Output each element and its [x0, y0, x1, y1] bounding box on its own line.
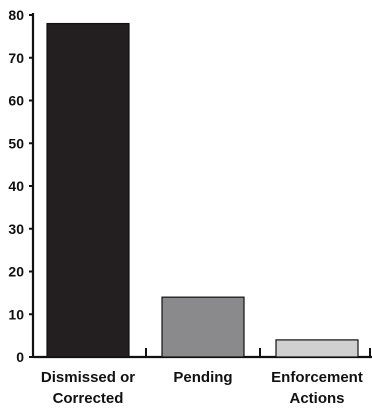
bars — [46, 22, 359, 358]
y-tick-label: 70 — [8, 50, 24, 66]
bar — [275, 339, 359, 358]
y-tick-label: 40 — [8, 178, 24, 194]
y-tick-label: 0 — [16, 349, 24, 365]
x-category-label: Corrected — [53, 390, 124, 407]
bar — [46, 22, 130, 358]
x-category-label: Dismissed or — [41, 369, 135, 386]
y-tick-label: 60 — [8, 93, 24, 109]
x-category-label: Pending — [173, 369, 232, 386]
y-tick-label: 30 — [8, 221, 24, 237]
y-tick-label: 20 — [8, 264, 24, 280]
y-tick-label: 80 — [8, 7, 24, 23]
x-category-label: Actions — [289, 390, 344, 407]
x-category-label: Enforcement — [271, 369, 363, 386]
category-labels: Dismissed or Corrected Pending Enforcement A… — [41, 369, 363, 407]
y-tick-label: 50 — [8, 135, 24, 151]
y-tick-label: 10 — [8, 306, 24, 322]
y-axis: 0 10 20 30 40 50 60 70 80 — [8, 7, 35, 365]
bar — [161, 296, 245, 358]
